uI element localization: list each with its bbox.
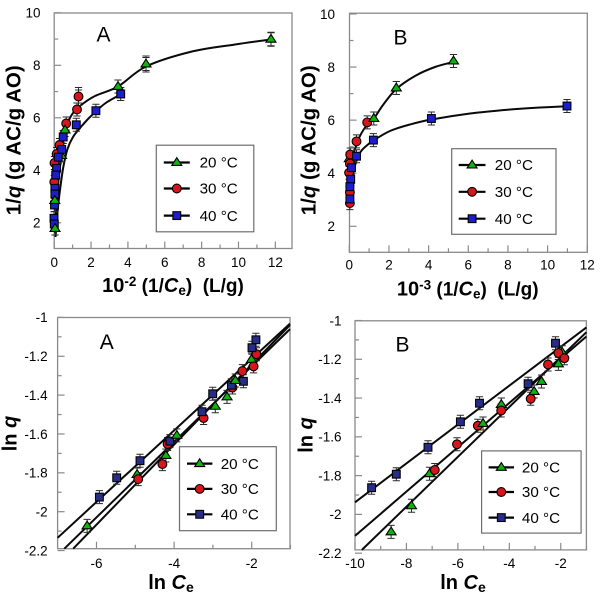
svg-text:-1.2: -1.2: [318, 352, 341, 367]
svg-text:8: 8: [327, 60, 335, 75]
svg-text:-8: -8: [400, 556, 412, 571]
svg-text:30 °C: 30 °C: [221, 481, 259, 498]
svg-text:-1.4: -1.4: [318, 391, 342, 406]
svg-text:ln Ce: ln Ce: [440, 572, 486, 595]
svg-text:30 °C: 30 °C: [495, 184, 533, 201]
svg-text:0: 0: [346, 257, 354, 272]
svg-text:-2.2: -2.2: [24, 543, 47, 558]
svg-text:12: 12: [268, 255, 283, 270]
svg-text:10: 10: [231, 255, 246, 270]
svg-text:-6: -6: [90, 556, 102, 571]
svg-text:6: 6: [161, 255, 169, 270]
svg-text:1/q (g AC/g AO): 1/q (g AC/g AO): [3, 65, 26, 215]
svg-text:-10: -10: [345, 556, 365, 571]
svg-text:2: 2: [33, 216, 41, 231]
svg-text:4: 4: [425, 257, 433, 272]
svg-text:2: 2: [87, 255, 95, 270]
svg-text:2: 2: [327, 219, 335, 234]
svg-text:4: 4: [327, 166, 335, 181]
svg-text:A: A: [100, 331, 114, 354]
svg-text:1/q (g AC/g AO): 1/q (g AC/g AO): [298, 65, 321, 215]
svg-text:2: 2: [385, 257, 393, 272]
svg-text:40 °C: 40 °C: [495, 211, 533, 228]
svg-text:4: 4: [33, 163, 41, 178]
svg-text:-1.4: -1.4: [24, 388, 48, 403]
svg-text:0: 0: [50, 255, 58, 270]
svg-text:-1.6: -1.6: [24, 427, 47, 442]
svg-text:30 °C: 30 °C: [200, 181, 238, 198]
svg-text:-2.2: -2.2: [318, 546, 341, 561]
svg-text:-1.6: -1.6: [318, 430, 341, 445]
svg-text:-1.8: -1.8: [318, 468, 341, 483]
svg-text:B: B: [395, 334, 409, 357]
svg-text:4: 4: [124, 255, 132, 270]
svg-text:-1.8: -1.8: [24, 466, 47, 481]
svg-text:10: 10: [540, 257, 555, 272]
svg-text:-1.2: -1.2: [24, 349, 47, 364]
svg-text:40 °C: 40 °C: [221, 507, 259, 524]
svg-text:-2: -2: [555, 556, 567, 571]
svg-text:-2: -2: [329, 507, 341, 522]
svg-text:-2: -2: [36, 505, 48, 520]
svg-text:20 °C: 20 °C: [221, 456, 259, 473]
svg-text:6: 6: [33, 111, 41, 126]
svg-text:-6: -6: [452, 556, 464, 571]
svg-text:10: 10: [25, 6, 40, 21]
svg-text:12: 12: [580, 257, 595, 272]
svg-text:20 °C: 20 °C: [522, 460, 560, 477]
svg-text:ln q: ln q: [295, 417, 317, 453]
svg-text:30 °C: 30 °C: [522, 484, 560, 501]
svg-text:A: A: [96, 24, 110, 47]
svg-text:B: B: [393, 27, 407, 50]
svg-text:8: 8: [198, 255, 206, 270]
svg-text:8: 8: [33, 58, 41, 73]
svg-text:6: 6: [465, 257, 473, 272]
svg-text:8: 8: [504, 257, 512, 272]
svg-text:20 °C: 20 °C: [495, 157, 533, 174]
svg-text:10-3 (1/Ce) (L/g): 10-3 (1/Ce) (L/g): [397, 278, 539, 302]
svg-text:6: 6: [327, 113, 335, 128]
svg-text:-2: -2: [246, 556, 258, 571]
svg-text:-1: -1: [36, 310, 48, 325]
svg-text:-1: -1: [329, 313, 341, 328]
svg-text:-4: -4: [168, 556, 180, 571]
svg-text:40 °C: 40 °C: [200, 208, 238, 225]
svg-text:ln Ce: ln Ce: [148, 572, 194, 595]
svg-text:20 °C: 20 °C: [200, 155, 238, 172]
svg-text:10-2 (1/Ce) (L/g): 10-2 (1/Ce) (L/g): [102, 274, 244, 298]
svg-text:ln q: ln q: [0, 416, 22, 452]
svg-text:10: 10: [320, 7, 335, 22]
svg-text:-4: -4: [503, 556, 515, 571]
svg-text:40 °C: 40 °C: [522, 510, 560, 527]
